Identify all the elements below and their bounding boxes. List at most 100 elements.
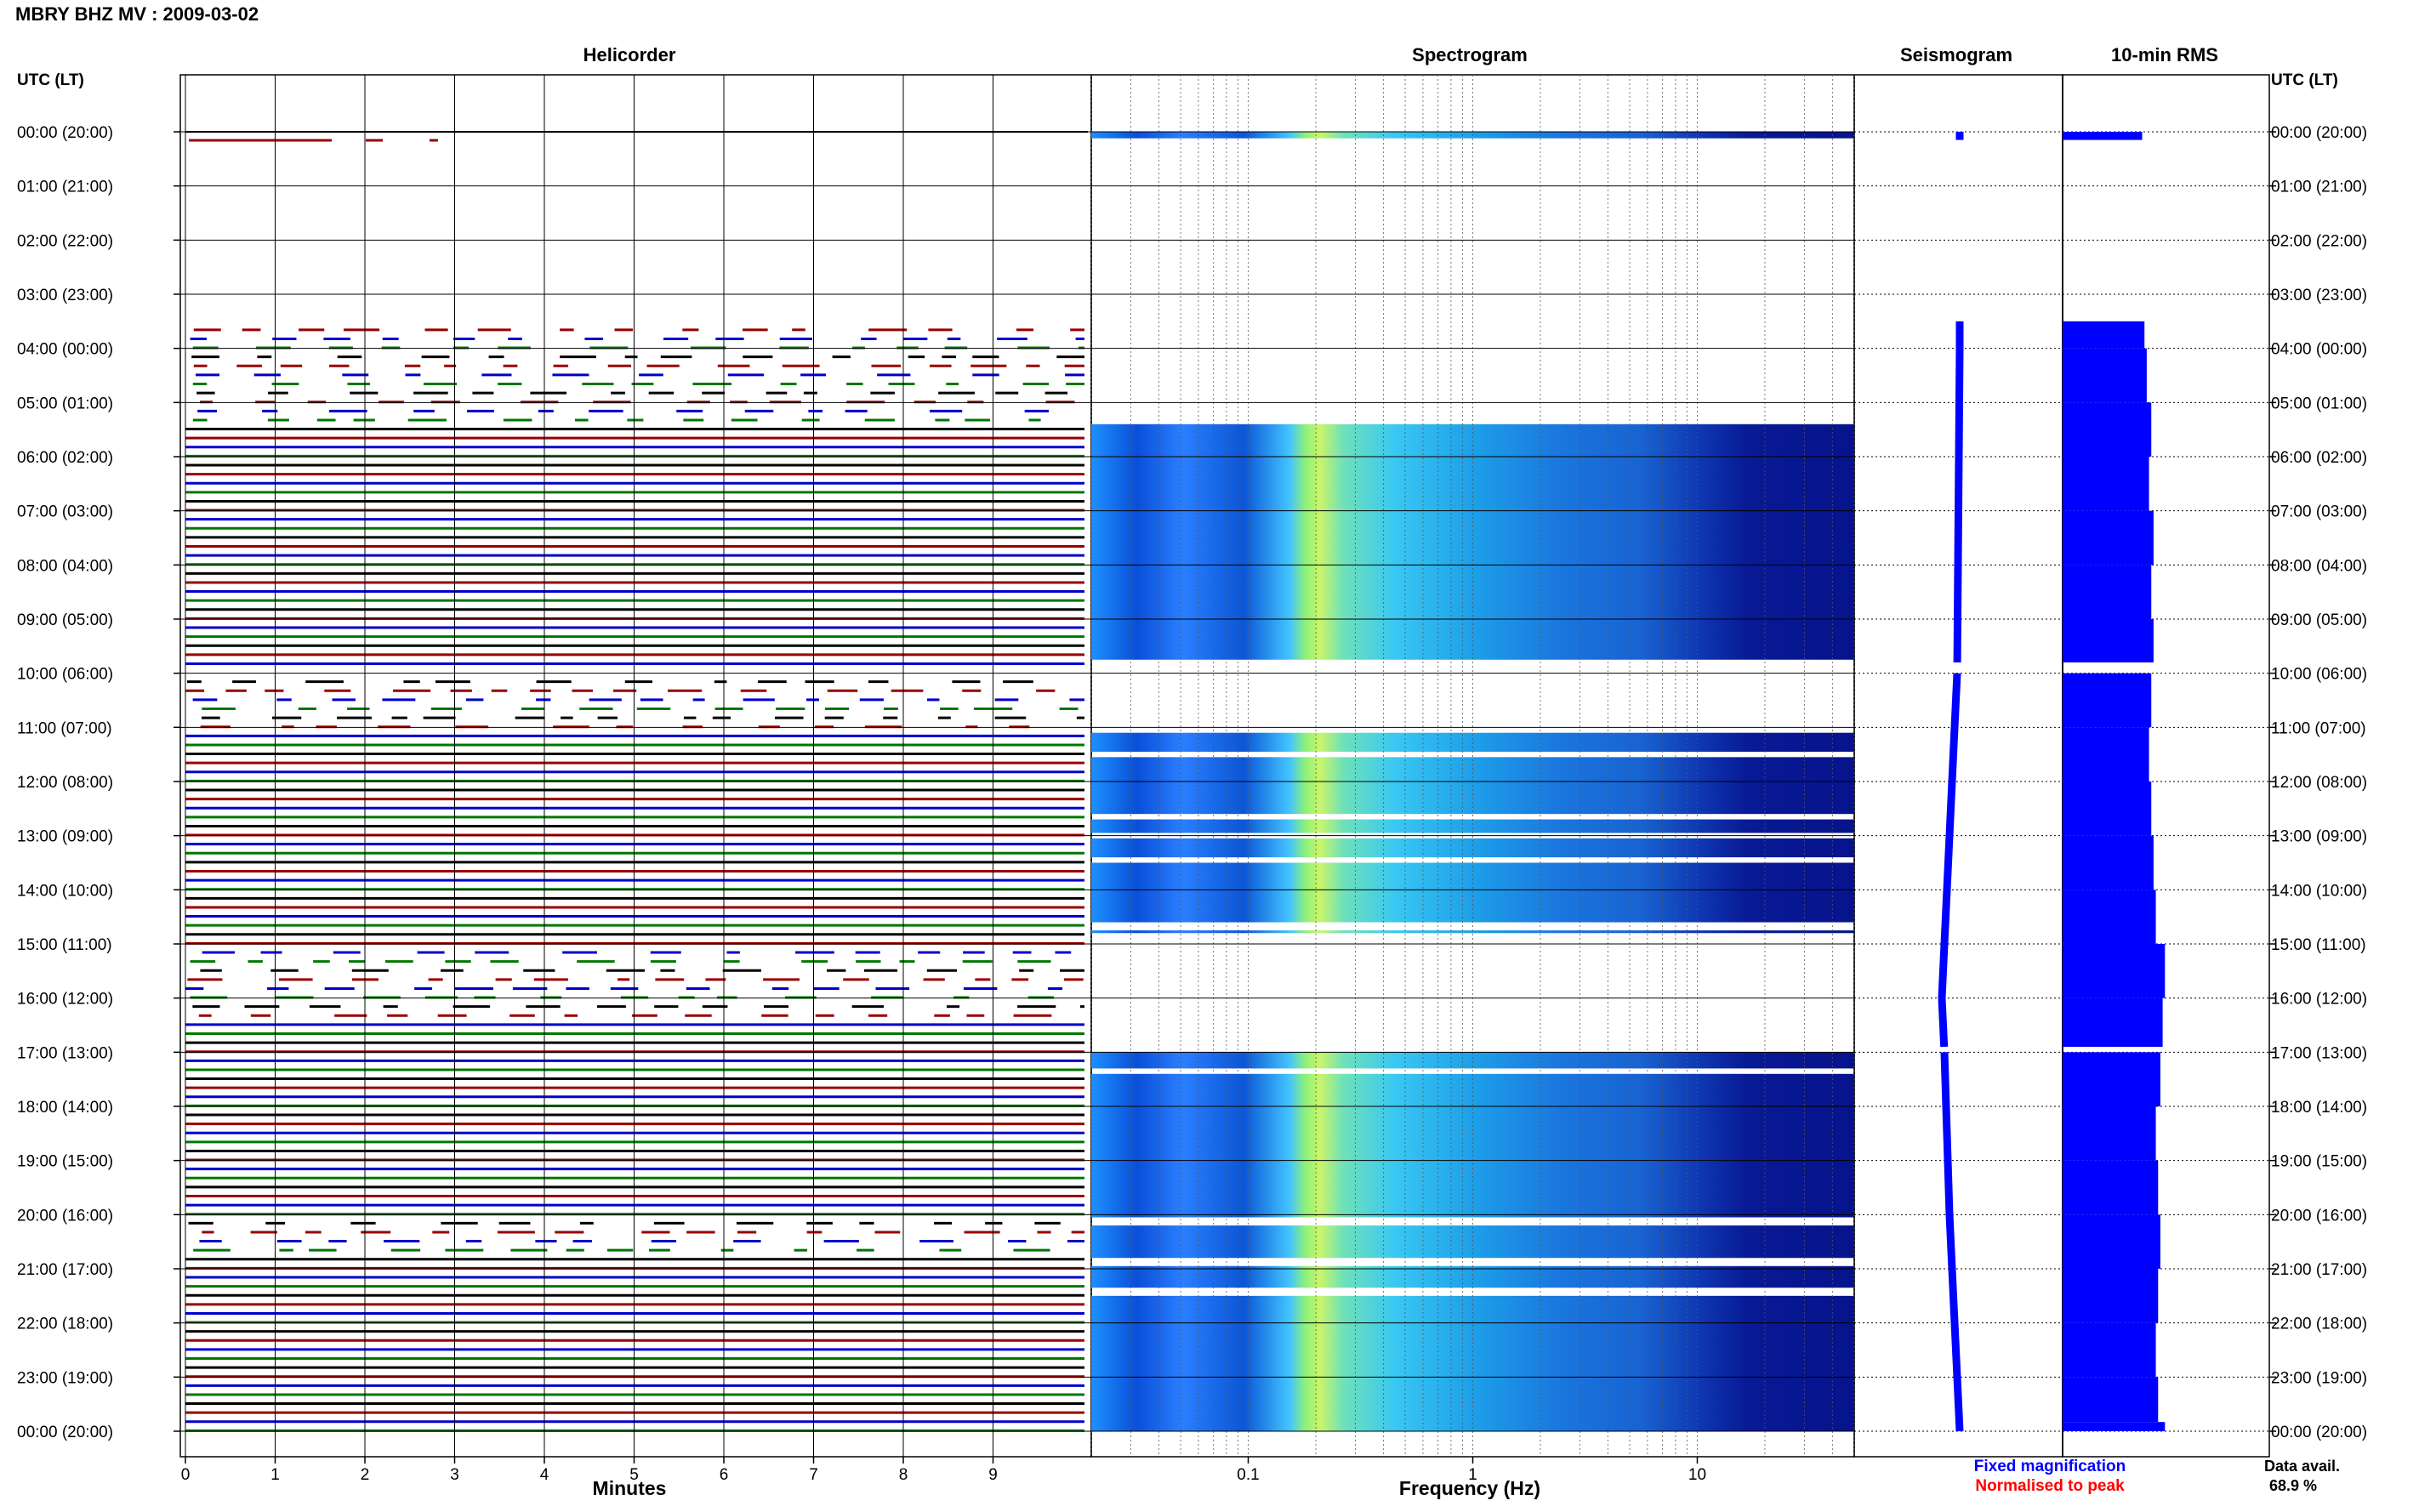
minutes-tick-label: 3: [450, 1466, 459, 1484]
station-title: MBRY BHZ MV : 2009-03-02: [15, 3, 259, 25]
left-hour-label: 22:00 (18:00): [17, 1316, 113, 1333]
rms-bars: [2063, 132, 2166, 1431]
seismogram-segment: [1953, 321, 1964, 662]
left-hour-label: 00:00 (20:00): [17, 124, 113, 142]
right-time-header: UTC (LT): [2271, 71, 2338, 89]
left-hour-label: 21:00 (17:00): [17, 1261, 113, 1279]
left-hour-label: 10:00 (06:00): [17, 666, 113, 684]
left-hour-label: 03:00 (23:00): [17, 287, 113, 304]
right-hour-label: 11:00 (07:00): [2271, 719, 2366, 737]
rms-bar: [2063, 457, 2149, 511]
left-hour-label: 15:00 (11:00): [17, 936, 112, 954]
seismogram-frame: [1853, 74, 2063, 1458]
right-hour-label: 04:00 (00:00): [2271, 341, 2367, 359]
rms-bar: [2063, 348, 2147, 403]
time-labels: 00:00 (20:00) 00:00 (20:00) 01:00 (21:00) 0…: [17, 124, 2367, 1441]
legend-fixed-magnification: Fixed magnification: [1974, 1458, 2126, 1475]
left-hour-label: 16:00 (12:00): [17, 991, 113, 1009]
frequency-tick-label: 0.1: [1237, 1466, 1259, 1484]
left-hour-label: 11:00 (07:00): [17, 719, 112, 737]
legend-normalised-to-peak: Normalised to peak: [1975, 1477, 2125, 1495]
left-hour-label: 05:00 (01:00): [17, 395, 113, 412]
left-time-header: UTC (LT): [17, 71, 84, 89]
helicorder-traces: [185, 131, 1088, 1432]
rms-bar: [2063, 132, 2143, 140]
right-hour-label: 14:00 (10:00): [2271, 882, 2367, 900]
right-hour-label: 03:00 (23:00): [2271, 287, 2367, 304]
rms-bar: [2063, 944, 2166, 998]
rms-bar: [2063, 1106, 2156, 1161]
rms-bar: [2063, 1377, 2159, 1423]
left-hour-label: 17:00 (13:00): [17, 1044, 113, 1062]
data-availability-value: 68.9 %: [2269, 1477, 2317, 1494]
minutes-tick-label: 7: [809, 1466, 818, 1484]
frequency-axis-label: Frequency (Hz): [1399, 1477, 1540, 1499]
left-hour-label: 08:00 (04:00): [17, 557, 113, 575]
right-hour-label: 13:00 (09:00): [2271, 828, 2367, 846]
left-hour-label: 18:00 (14:00): [17, 1099, 113, 1117]
spectrogram-block: [1091, 1052, 1854, 1069]
rms-bar: [2063, 998, 2163, 1047]
right-hour-label: 07:00 (03:00): [2271, 503, 2367, 521]
right-hour-label: 19:00 (15:00): [2271, 1153, 2367, 1171]
left-hour-label: 01:00 (21:00): [17, 179, 113, 196]
right-hour-label: 05:00 (01:00): [2271, 395, 2367, 412]
right-hour-label: 22:00 (18:00): [2271, 1316, 2367, 1333]
right-hour-label: 15:00 (11:00): [2271, 936, 2366, 954]
rms-bar: [2063, 1052, 2160, 1106]
left-hour-label: 19:00 (15:00): [17, 1153, 113, 1171]
data-availability-label: Data avail.: [2264, 1458, 2340, 1475]
minutes-tick-label: 9: [988, 1466, 998, 1484]
left-hour-label: 09:00 (05:00): [17, 611, 113, 629]
spectrogram-block: [1091, 838, 1854, 858]
helicorder-title: Helicorder: [583, 44, 676, 65]
spectrogram-block: [1091, 1225, 1854, 1259]
minutes-tick-label: 8: [899, 1466, 908, 1484]
rms-bar: [2063, 565, 2152, 619]
left-hour-label: 14:00 (10:00): [17, 882, 113, 900]
right-hour-label: 02:00 (22:00): [2271, 232, 2367, 250]
rms-title: 10-min RMS: [2111, 44, 2218, 65]
rms-bar: [2063, 619, 2154, 662]
minutes-tick-label: 4: [540, 1466, 549, 1484]
rms-bar: [2063, 1269, 2159, 1323]
rms-bar: [2063, 510, 2154, 566]
rms-bar: [2063, 890, 2156, 944]
left-hour-label: 20:00 (16:00): [17, 1207, 113, 1225]
left-hour-label: 02:00 (22:00): [17, 232, 113, 250]
rms-bar: [2063, 1322, 2156, 1378]
right-hour-label: 18:00 (14:00): [2271, 1099, 2367, 1117]
minutes-axis-label: Minutes: [593, 1477, 667, 1499]
left-hour-label: 12:00 (08:00): [17, 774, 113, 792]
seismogram-title: Seismogram: [1900, 44, 2012, 65]
rms-bar: [2063, 321, 2145, 349]
left-hour-label: 04:00 (00:00): [17, 341, 113, 359]
rms-bar: [2063, 1160, 2159, 1215]
right-hour-label: 00:00 (20:00): [2271, 1424, 2367, 1441]
right-hour-label: 00:00 (20:00): [2271, 124, 2367, 142]
rms-bar: [2063, 673, 2152, 728]
minutes-tick-label: 0: [181, 1466, 191, 1484]
rms-bar: [2063, 835, 2154, 890]
right-hour-label: 06:00 (02:00): [2271, 449, 2367, 467]
rms-bar: [2063, 727, 2149, 782]
left-hour-label: 06:00 (02:00): [17, 449, 113, 467]
minutes-tick-label: 6: [720, 1466, 729, 1484]
frequency-tick-label: 1: [1468, 1466, 1477, 1484]
spectrogram-block: [1091, 930, 1854, 934]
right-hour-label: 08:00 (04:00): [2271, 557, 2367, 575]
right-hour-label: 10:00 (06:00): [2271, 666, 2367, 684]
left-hour-label: 23:00 (19:00): [17, 1369, 113, 1387]
spectrogram-block: [1091, 1265, 1854, 1288]
minutes-tick-label: 1: [270, 1466, 280, 1484]
right-hour-label: 17:00 (13:00): [2271, 1044, 2367, 1062]
rms-bar: [2063, 1214, 2160, 1269]
spectrogram-block: [1091, 732, 1854, 752]
rms-bar: [2063, 1422, 2166, 1431]
rms-bar: [2063, 782, 2152, 836]
rms-bar: [2063, 402, 2152, 457]
chart-gridlines: [180, 75, 2269, 1457]
left-hour-label: 13:00 (09:00): [17, 828, 113, 846]
left-hour-label: 00:00 (20:00): [17, 1424, 113, 1441]
